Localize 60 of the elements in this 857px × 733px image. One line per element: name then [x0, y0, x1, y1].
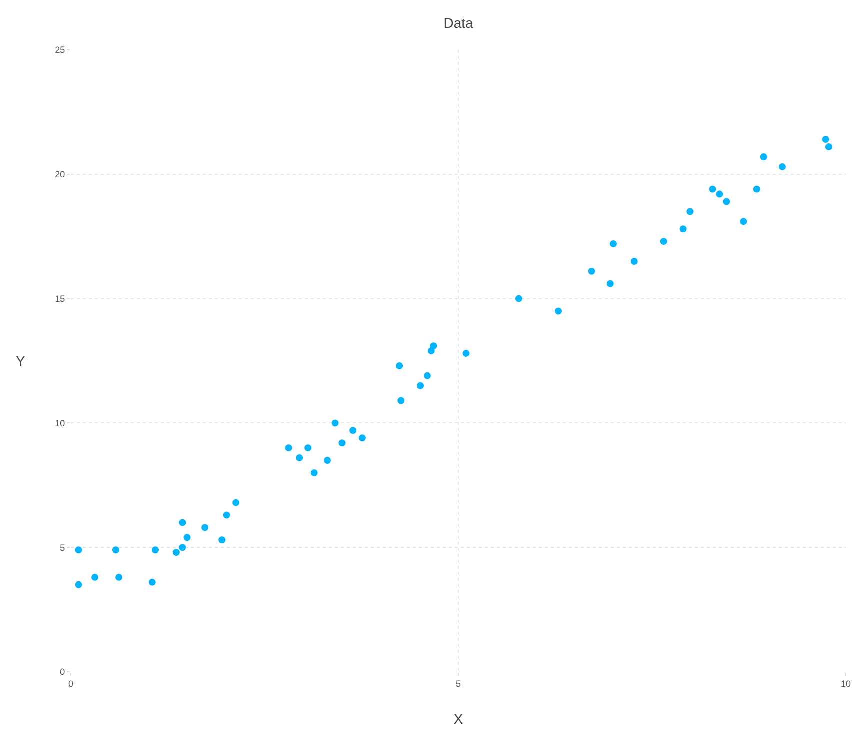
point — [172, 549, 180, 556]
point — [324, 457, 332, 464]
point — [680, 226, 687, 233]
point — [223, 512, 230, 519]
x-axis-title: X — [454, 711, 464, 727]
point — [332, 420, 339, 427]
point — [723, 198, 730, 206]
x-tick-label: 10 — [840, 678, 852, 689]
point — [179, 544, 186, 552]
point — [554, 308, 562, 315]
point — [112, 546, 120, 554]
point — [285, 444, 292, 452]
point — [232, 499, 240, 506]
point — [686, 208, 694, 216]
point — [338, 440, 346, 447]
point — [753, 186, 760, 193]
y-tick-label: 20 — [55, 170, 66, 180]
point — [92, 574, 99, 581]
point — [588, 268, 596, 275]
point — [822, 136, 830, 144]
point — [515, 295, 522, 302]
point — [202, 524, 209, 532]
point — [760, 153, 768, 160]
point — [75, 546, 82, 554]
point — [179, 519, 186, 526]
point — [184, 534, 191, 542]
point — [606, 280, 614, 288]
point — [740, 218, 748, 226]
y-tick-label: 25 — [55, 45, 66, 56]
point — [825, 144, 832, 151]
point — [396, 362, 404, 370]
y-tick-label: 15 — [55, 294, 66, 304]
x-tick-label: 5 — [456, 678, 462, 689]
x-tick-label: 0 — [68, 678, 74, 689]
point — [709, 186, 716, 193]
point — [398, 397, 405, 404]
y-axis-title: Y — [16, 353, 26, 369]
point — [778, 163, 786, 170]
point — [148, 578, 156, 586]
point — [152, 546, 159, 554]
point — [296, 454, 304, 462]
point — [716, 190, 724, 198]
point — [310, 469, 318, 476]
point — [430, 342, 438, 350]
point — [75, 581, 82, 588]
point — [350, 427, 357, 434]
point — [116, 574, 123, 581]
point — [417, 382, 424, 390]
point — [304, 444, 312, 452]
point — [218, 536, 226, 544]
point — [424, 372, 431, 380]
point — [462, 350, 470, 358]
chart-title: Data — [444, 15, 474, 32]
y-tick-label: 5 — [60, 542, 66, 553]
point — [630, 258, 638, 265]
point — [610, 240, 617, 248]
point — [358, 434, 366, 442]
y-tick-label: 10 — [55, 418, 66, 428]
y-tick-label: 0 — [60, 667, 66, 678]
point — [660, 238, 668, 246]
